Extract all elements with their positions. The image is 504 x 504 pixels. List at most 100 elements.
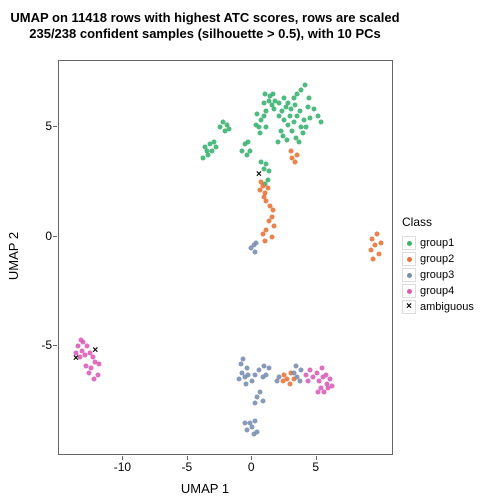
point-group1 — [287, 113, 292, 118]
legend-swatch: × — [402, 300, 416, 314]
point-group2 — [288, 148, 293, 153]
point-group2 — [370, 236, 375, 241]
legend-item-ambiguous: ×ambiguous — [402, 299, 496, 315]
point-group3 — [252, 372, 257, 377]
point-group4 — [314, 370, 319, 375]
legend-item-group2: group2 — [402, 251, 496, 267]
title-line-2: 235/238 confident samples (silhouette > … — [29, 26, 380, 41]
point-group1 — [259, 159, 264, 164]
dot-icon — [407, 273, 412, 278]
point-group4 — [317, 379, 322, 384]
point-group1 — [315, 113, 320, 118]
point-group3 — [297, 379, 302, 384]
point-group1 — [258, 131, 263, 136]
point-group3 — [277, 375, 282, 380]
point-group2 — [368, 247, 373, 252]
point-group1 — [312, 107, 317, 112]
point-group1 — [264, 124, 269, 129]
plot-panel: ××× — [58, 60, 393, 455]
point-group1 — [206, 153, 211, 158]
title-line-1: UMAP on 11418 rows with highest ATC scor… — [10, 10, 399, 25]
point-group1 — [288, 107, 293, 112]
point-group3 — [245, 427, 250, 432]
point-group3 — [260, 399, 265, 404]
point-group2 — [281, 379, 286, 384]
point-group1 — [255, 111, 260, 116]
point-group4 — [304, 372, 309, 377]
point-group3 — [237, 377, 242, 382]
point-group1 — [292, 102, 297, 107]
point-group1 — [297, 109, 302, 114]
point-group1 — [227, 127, 232, 132]
point-ambiguous: × — [92, 347, 100, 355]
point-group3 — [294, 364, 299, 369]
point-group1 — [300, 131, 305, 136]
legend-label: group1 — [420, 237, 454, 249]
legend-title: Class — [402, 215, 496, 229]
point-group1 — [210, 148, 215, 153]
x-tick: -5 — [182, 460, 193, 474]
point-group2 — [258, 188, 263, 193]
dot-icon — [407, 241, 412, 246]
point-group1 — [295, 91, 300, 96]
point-group1 — [308, 116, 313, 121]
x-axis-label: UMAP 1 — [0, 481, 410, 496]
legend: Class group1 group2 group3 group4 ×ambiguous — [402, 215, 496, 315]
point-group1 — [272, 107, 277, 112]
point-group1 — [270, 91, 275, 96]
point-group1 — [267, 168, 272, 173]
point-group3 — [267, 366, 272, 371]
point-group1 — [218, 124, 223, 129]
point-group2 — [379, 241, 384, 246]
point-ambiguous: × — [256, 171, 264, 179]
point-group1 — [254, 122, 259, 127]
point-group2 — [263, 238, 268, 243]
legend-swatch — [402, 236, 416, 250]
y-tick: 0 — [45, 229, 52, 243]
point-group4 — [85, 344, 90, 349]
legend-item-group4: group4 — [402, 283, 496, 299]
point-group3 — [250, 379, 255, 384]
point-group3 — [252, 401, 257, 406]
legend-label: group4 — [420, 285, 454, 297]
legend-item-group1: group1 — [402, 235, 496, 251]
point-group3 — [242, 421, 247, 426]
point-group4 — [330, 383, 335, 388]
point-group1 — [295, 113, 300, 118]
point-group3 — [274, 379, 279, 384]
point-group1 — [263, 91, 268, 96]
point-group2 — [372, 243, 377, 248]
point-group2 — [295, 153, 300, 158]
y-axis-label: UMAP 2 — [6, 232, 21, 280]
point-group4 — [308, 368, 313, 373]
point-group3 — [238, 361, 243, 366]
point-group2 — [371, 256, 376, 261]
legend-label: group3 — [420, 269, 454, 281]
x-tick: 0 — [248, 460, 255, 474]
point-group1 — [301, 118, 306, 123]
legend-item-group3: group3 — [402, 267, 496, 283]
point-group1 — [286, 100, 291, 105]
point-group1 — [296, 140, 301, 145]
point-group4 — [86, 370, 91, 375]
point-group1 — [264, 162, 269, 167]
point-group1 — [239, 148, 244, 153]
point-group4 — [76, 344, 81, 349]
point-group1 — [318, 120, 323, 125]
point-group1 — [304, 124, 309, 129]
point-group2 — [287, 381, 292, 386]
dot-icon — [407, 257, 412, 262]
point-group2 — [260, 232, 265, 237]
point-group2 — [376, 252, 381, 257]
point-group1 — [261, 113, 266, 118]
point-group1 — [279, 109, 284, 114]
point-group1 — [305, 105, 310, 110]
point-group1 — [264, 109, 269, 114]
legend-swatch — [402, 252, 416, 266]
point-group1 — [277, 100, 282, 105]
point-group4 — [322, 390, 327, 395]
point-group2 — [267, 219, 272, 224]
point-group4 — [95, 372, 100, 377]
point-group3 — [256, 368, 261, 373]
point-group4 — [323, 372, 328, 377]
